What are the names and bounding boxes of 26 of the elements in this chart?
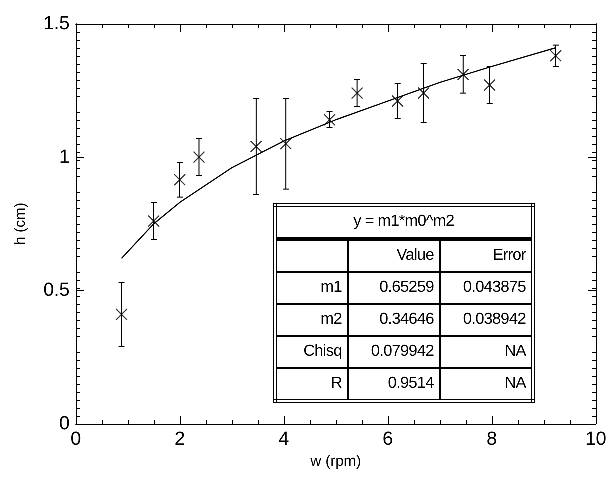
annotation: 0.079942	[348, 336, 440, 368]
x-tick-label: 8	[486, 429, 498, 450]
x-tick-label: 4	[278, 429, 290, 450]
y-tick-label: 1	[59, 146, 70, 168]
annotation: Chisq	[275, 336, 348, 368]
x-tick-label: 10	[585, 429, 607, 450]
annotation: m2	[275, 304, 348, 336]
annotation: NA	[440, 336, 533, 368]
x-axis-title: w (rpm)	[310, 453, 362, 470]
x-tick-label: 2	[174, 429, 186, 450]
annotation: Value	[348, 239, 440, 272]
annotation: Error	[440, 239, 533, 272]
y-tick-label: 0	[59, 414, 70, 434]
annotation: R	[275, 368, 348, 401]
annotation: NA	[440, 368, 533, 401]
annotation: 0.038942	[440, 304, 533, 336]
y-tick-label: 0.5	[44, 280, 70, 302]
annotation: 0.043875	[440, 272, 533, 304]
annotation: y = m1*m0^m2	[275, 205, 533, 239]
annotation: 0.65259	[348, 272, 440, 304]
annotation: 0.34646	[348, 304, 440, 336]
y-axis-title: h (cm)	[12, 202, 29, 246]
y-tick-label: 1.5	[44, 14, 70, 34]
annotation: 0.9514	[348, 368, 440, 401]
x-tick-label: 6	[382, 429, 394, 450]
annotation: m1	[275, 272, 348, 304]
